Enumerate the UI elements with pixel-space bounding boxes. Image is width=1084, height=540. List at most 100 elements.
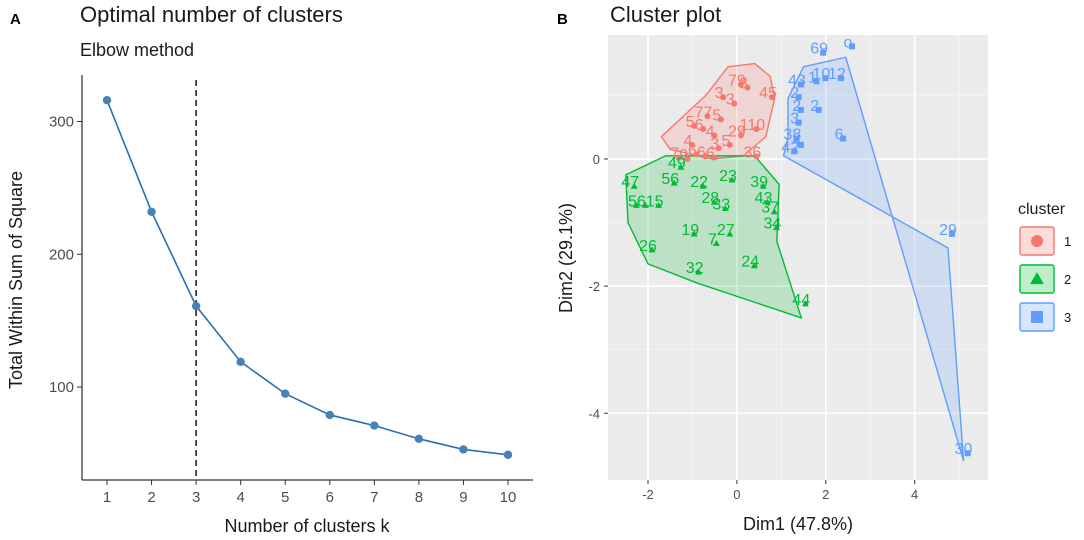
cluster-3-point-14: [949, 230, 955, 237]
cluster-3-point-label-3: 12: [828, 66, 846, 83]
cluster-3-point-label-4: 1: [808, 69, 817, 86]
cluster-1-point-2: [769, 94, 775, 101]
cluster-2-point-4: [641, 201, 649, 208]
cluster-3-point-1: [820, 49, 827, 56]
cluster-2-point-label-4: 6: [637, 193, 646, 210]
cluster-1-point-0: [737, 81, 744, 88]
cluster-3-point-label-15: 30: [955, 441, 973, 458]
elbow-point-k4: [236, 357, 245, 367]
cluster-1-point-14: [726, 141, 733, 148]
cluster-3-point-2: [822, 75, 829, 82]
cluster-2-point-label-14: 19: [681, 222, 699, 239]
cluster-3-point-label-5: 43: [788, 73, 806, 90]
cluster-2-point-label-10: 33: [712, 196, 730, 213]
cluster-1-point-11: [737, 132, 744, 139]
cluster-2-hull: [625, 155, 803, 319]
elbow-title: Optimal number of clusters: [80, 2, 343, 27]
cluster-1-point-13: [715, 145, 722, 152]
cluster-2-point-label-19: 32: [686, 260, 704, 277]
cluster-1-point-label-15: 6: [688, 142, 697, 159]
cluster-2-point-6: [699, 182, 707, 189]
cluster-x-tick-label-0: 0: [733, 487, 740, 502]
elbow-x-tick-label-2: 2: [147, 489, 155, 506]
panel-label-b: B: [557, 11, 568, 28]
elbow-series-line: [106, 99, 509, 456]
cluster-2-point-8: [759, 182, 767, 189]
cluster-2-point-10: [721, 205, 729, 212]
cluster-3-point-label-7: 2: [792, 98, 801, 115]
cluster-1-point-15: [693, 151, 700, 158]
elbow-point-k6: [325, 410, 334, 420]
cluster-3-point-label-1: 69: [810, 41, 828, 58]
cluster-1-point-18: [753, 153, 760, 160]
cluster-3-point-label-6: 2: [790, 85, 799, 102]
cluster-2-point-3: [632, 201, 640, 208]
cluster-3-point-15: [964, 450, 971, 457]
cluster-1-point-label-13: 3: [710, 136, 719, 153]
cluster-2-point-label-0: 49: [668, 155, 686, 172]
elbow-subtitle: Elbow method: [80, 40, 194, 60]
cluster-2-point-label-2: 47: [621, 174, 639, 191]
cluster-1-point-4: [731, 100, 738, 107]
cluster-1-point-label-5: 77: [695, 104, 713, 121]
cluster-2-point-label-18: 24: [741, 254, 759, 271]
cluster-2-point-16: [712, 239, 720, 247]
cluster-2-point-label-3: 5: [628, 193, 637, 210]
cluster-1-point-19: [675, 154, 682, 161]
cluster-x-axis-title: Dim1 (47.8%): [743, 514, 853, 534]
cluster-1-point-12: [689, 141, 695, 148]
cluster-3-point-label-12: 42: [781, 139, 799, 156]
cluster-3-point-8: [815, 106, 822, 113]
cluster-x-tick-label-4: 4: [911, 487, 918, 502]
elbow-x-tick-label-10: 10: [500, 489, 517, 506]
cluster-3-point-13: [840, 135, 847, 142]
cluster-1-point-label-10: 4: [706, 123, 715, 140]
cluster-1-point-8: [700, 126, 707, 132]
cluster-1-point-17: [711, 154, 718, 161]
cluster-2-point-1: [670, 179, 678, 186]
elbow-point-k2: [147, 207, 156, 216]
elbow-y-tick-label-100: 100: [49, 379, 74, 396]
cluster-1-point-label-2: 45: [759, 85, 777, 102]
cluster-1-point-9: [753, 126, 760, 132]
cluster-2-point-label-20: 44: [792, 292, 810, 309]
cluster-2-point-19: [695, 268, 703, 275]
cluster-2-point-18: [750, 262, 758, 269]
cluster-x-tick-label-2: 2: [822, 487, 829, 502]
cluster-1-point-label-4: 3: [726, 92, 735, 109]
legend-marker-3: [1031, 311, 1043, 323]
elbow-x-tick-label-3: 3: [192, 489, 200, 506]
elbow-point-k1: [102, 96, 112, 105]
cluster-2-point-5: [655, 201, 663, 208]
cluster-2-point-9: [710, 198, 718, 205]
cluster-2-point-label-8: 39: [750, 174, 768, 191]
cluster-3-point-label-0: o: [844, 34, 853, 51]
cluster-1-point-label-7: 5: [686, 114, 695, 131]
cluster-1-point-7: [691, 122, 698, 129]
cluster-3-point-6: [795, 94, 802, 101]
cluster-1-point-6: [717, 116, 724, 123]
elbow-x-tick-label-5: 5: [281, 489, 289, 506]
cluster-2-point-label-11: 43: [755, 190, 773, 207]
cluster-1-point-label-18: 36: [744, 144, 762, 161]
cluster-3-point-11: [797, 141, 804, 148]
cluster-2-point-20: [801, 300, 809, 307]
cluster-2-point-label-16: 7: [708, 231, 717, 248]
cluster-3-point-10: [793, 135, 800, 142]
cluster-3-point-5: [797, 81, 804, 88]
cluster-3-point-label-9: 3: [790, 111, 799, 128]
cluster-2-point-label-12: 37: [761, 200, 779, 217]
cluster-1-point-label-6: 5: [712, 107, 721, 124]
cluster-3-point-0: [849, 43, 855, 50]
elbow-x-tick-label-6: 6: [326, 489, 334, 506]
cluster-1-point-label-11: 29: [728, 123, 746, 140]
cluster-1-point-10: [711, 132, 718, 139]
cluster-2-point-17: [648, 246, 656, 253]
cluster-1-point-label-20: 9: [679, 147, 688, 164]
cluster-2-point-12: [770, 208, 778, 215]
cluster-3-point-4: [813, 78, 820, 85]
legend-label-1: 1: [1064, 234, 1071, 249]
cluster-title: Cluster plot: [610, 2, 721, 27]
cluster-3-point-label-8: 2: [810, 98, 819, 115]
